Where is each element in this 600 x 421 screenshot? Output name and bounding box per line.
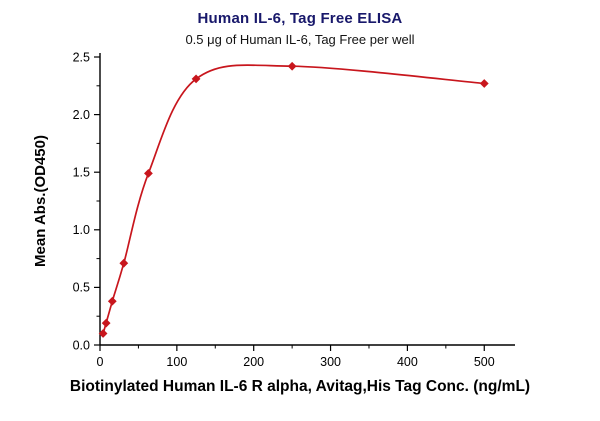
x-tick-label: 100 bbox=[166, 355, 187, 369]
chart-title: Human IL-6, Tag Free ELISA bbox=[197, 10, 403, 27]
y-tick-label: 2.0 bbox=[73, 108, 90, 122]
data-point-marker bbox=[98, 329, 108, 338]
y-tick-label: 0.5 bbox=[73, 281, 90, 295]
data-point-marker bbox=[107, 296, 117, 306]
data-point-marker bbox=[191, 74, 201, 84]
data-point-marker bbox=[101, 318, 111, 328]
y-tick-label: 2.5 bbox=[73, 50, 90, 64]
x-tick-label: 300 bbox=[320, 355, 341, 369]
data-point-marker bbox=[479, 79, 489, 88]
plot-svg: Mean Abs.(OD450) 0.0 0.5 1.0 1.5 2.0 2.5 0 100 2… bbox=[32, 50, 515, 369]
y-axis-label: Mean Abs.(OD450) bbox=[32, 135, 49, 267]
data-point-marker bbox=[144, 168, 153, 178]
data-point-marker bbox=[119, 258, 129, 268]
data-point-marker bbox=[287, 61, 297, 71]
chart-subtitle: 0.5 μg of Human IL-6, Tag Free per well bbox=[185, 32, 415, 47]
y-tick-label: 1.5 bbox=[73, 166, 90, 180]
x-tick-label: 200 bbox=[243, 355, 264, 369]
x-tick-label: 0 bbox=[97, 355, 104, 369]
x-axis-label: Biotinylated Human IL-6 R alpha, Avitag,… bbox=[69, 378, 531, 395]
y-tick-label: 0.0 bbox=[73, 338, 90, 352]
x-tick-label: 400 bbox=[397, 355, 418, 369]
x-tick-label: 500 bbox=[474, 355, 495, 369]
y-tick-label: 1.0 bbox=[73, 223, 90, 237]
fit-curve bbox=[102, 64, 485, 334]
